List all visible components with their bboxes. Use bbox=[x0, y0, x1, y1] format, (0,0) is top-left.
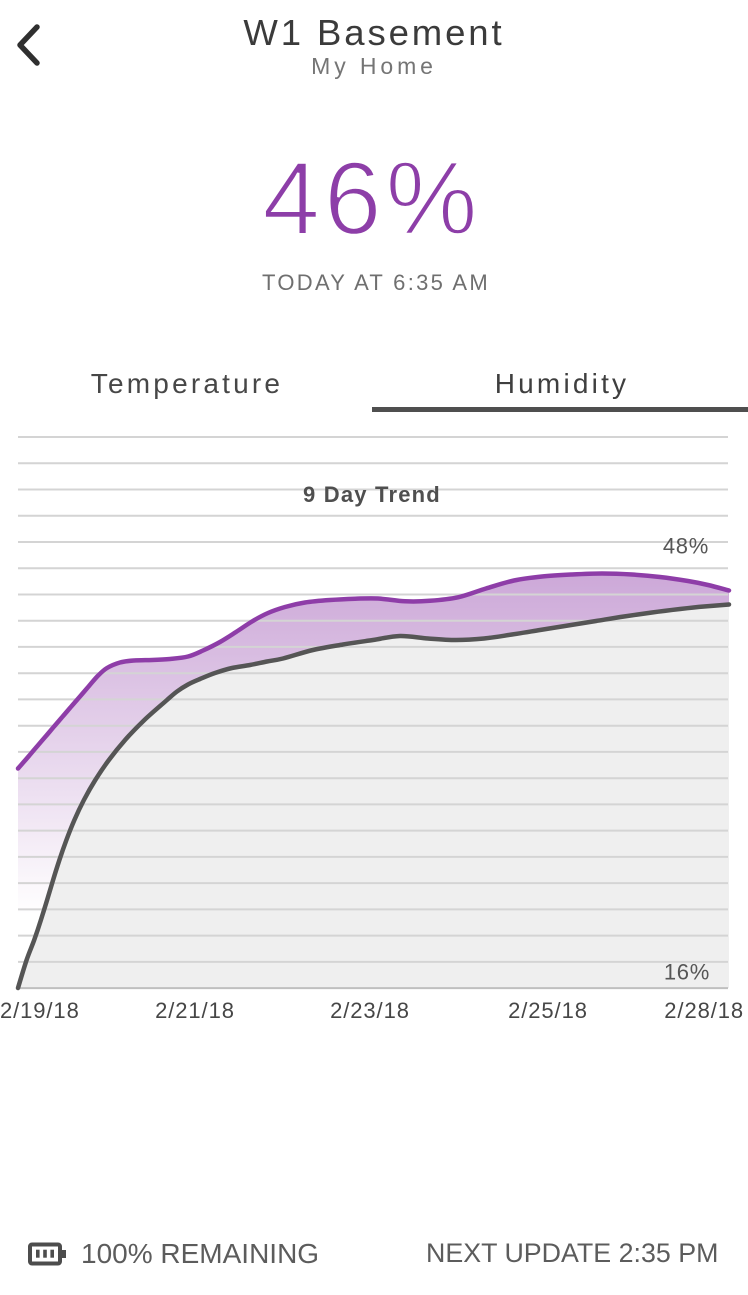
svg-text:2/25/18: 2/25/18 bbox=[508, 998, 588, 1023]
svg-text:16%: 16% bbox=[664, 960, 710, 985]
svg-text:2/21/18: 2/21/18 bbox=[155, 998, 235, 1023]
svg-text:2/23/18: 2/23/18 bbox=[330, 998, 410, 1023]
svg-text:2/28/18: 2/28/18 bbox=[664, 998, 744, 1023]
svg-text:2/19/18: 2/19/18 bbox=[0, 998, 80, 1023]
svg-text:48%: 48% bbox=[663, 534, 709, 559]
